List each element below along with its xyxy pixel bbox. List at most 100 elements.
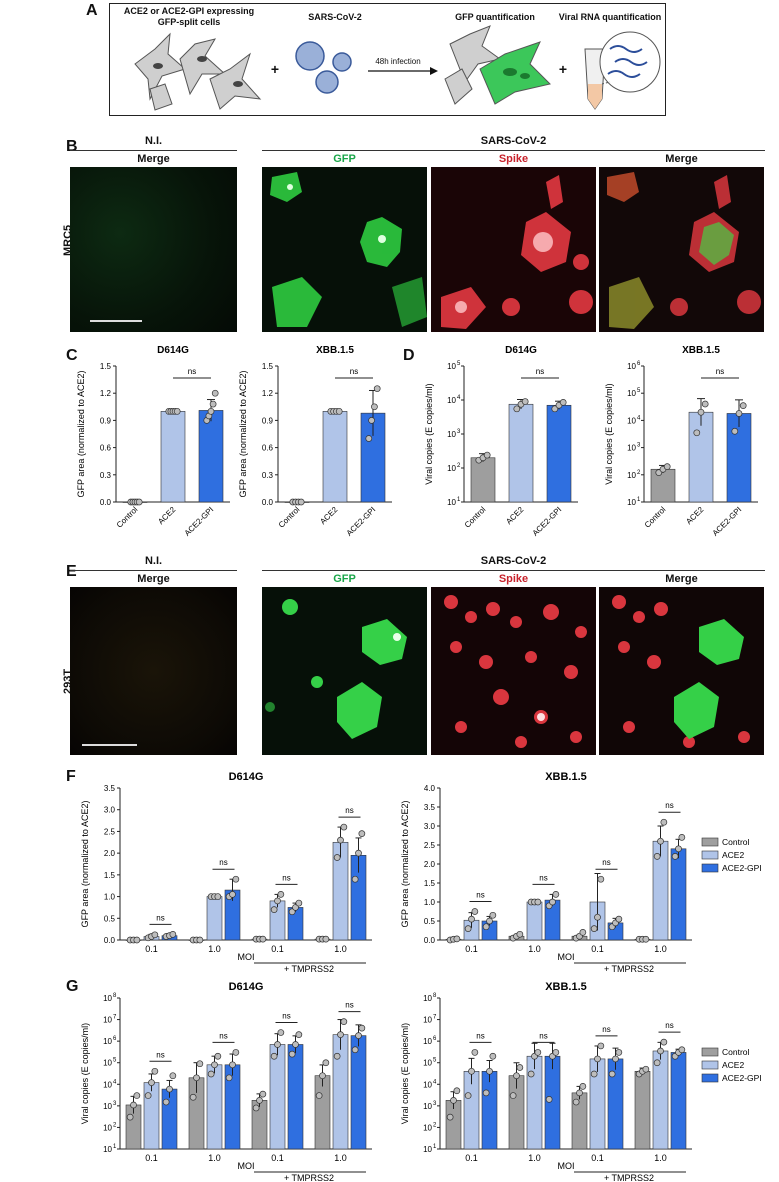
chart-title: D614G <box>229 981 264 993</box>
bar <box>470 457 496 503</box>
data-point <box>274 1041 281 1048</box>
e-spike-header: Spike <box>498 573 529 585</box>
data-point <box>453 1087 461 1095</box>
y-tick-label: 10 <box>103 1037 112 1046</box>
y-tick-label: 0.6 <box>100 444 112 453</box>
data-point <box>559 399 567 406</box>
y-tick-exponent: 1 <box>637 497 641 503</box>
data-point <box>196 1060 204 1068</box>
schema-box <box>109 3 666 116</box>
data-point <box>608 1070 616 1078</box>
y-tick-label: 0.0 <box>424 936 436 945</box>
data-point <box>590 925 598 932</box>
b-gfp-image <box>262 167 427 332</box>
y-tick-label: 10 <box>423 1102 432 1111</box>
data-point <box>351 875 359 883</box>
data-point <box>211 389 219 397</box>
y-tick-exponent: 3 <box>457 429 461 435</box>
y-tick-label: 2.5 <box>424 841 436 850</box>
y-tick-exponent: 1 <box>433 1144 437 1150</box>
y-tick-label: 0.9 <box>100 416 112 425</box>
data-point <box>351 1046 359 1054</box>
b-ni-rule <box>70 150 237 151</box>
y-axis-label: Viral copies (E copies/ml) <box>80 1023 90 1124</box>
chart-title: XBB.1.5 <box>545 981 587 993</box>
data-point <box>292 1041 299 1048</box>
y-tick-label: 10 <box>627 444 636 453</box>
y-tick-label: 1.0 <box>104 893 116 902</box>
data-point <box>270 1052 278 1060</box>
bar <box>161 1088 178 1150</box>
data-point <box>678 834 686 841</box>
y-tick-exponent: 5 <box>637 388 641 394</box>
x-tick-label: ACE2-GPI <box>711 505 744 538</box>
bar <box>688 411 714 503</box>
data-point <box>126 1113 134 1121</box>
data-point <box>579 929 587 936</box>
y-axis-label: GFP area (normalized to ACE2) <box>76 371 86 498</box>
data-point <box>225 1074 233 1082</box>
bar <box>544 1055 561 1150</box>
data-point <box>274 897 281 905</box>
data-point <box>551 405 559 413</box>
b-gfp-header: GFP <box>333 153 356 165</box>
b-sars-rule <box>262 150 765 151</box>
x-axis-label: MOI <box>558 952 575 962</box>
data-point <box>471 1049 479 1056</box>
bar <box>314 1075 331 1150</box>
data-point <box>486 1067 493 1075</box>
data-point <box>297 498 305 506</box>
data-point <box>288 1050 296 1058</box>
y-tick-label: 1.2 <box>262 389 274 398</box>
b-spike-header: Spike <box>498 153 529 165</box>
data-point <box>295 899 303 907</box>
significance-label: ns <box>156 913 164 922</box>
y-tick-label: 10 <box>627 362 636 371</box>
b-merge-image <box>599 167 764 332</box>
data-point <box>189 1093 197 1101</box>
x-group-label: 1.0 <box>528 944 541 954</box>
data-point <box>594 913 601 921</box>
tmprss2-label: + TMPRSS2 <box>604 964 654 973</box>
data-point <box>572 1098 580 1106</box>
data-point <box>166 1085 173 1093</box>
y-tick-exponent: 3 <box>113 1101 117 1107</box>
data-point <box>277 891 285 898</box>
data-point <box>513 1072 520 1080</box>
x-group-label: 0.1 <box>465 1153 478 1163</box>
data-point <box>660 818 668 826</box>
y-tick-label: 10 <box>447 464 456 473</box>
x-group-label: 0.1 <box>591 1153 604 1163</box>
significance-label: ns <box>665 801 673 810</box>
y-tick-exponent: 4 <box>637 415 641 421</box>
chart-title: XBB.1.5 <box>545 771 587 783</box>
chart-f-xbb: XBB.1.5 0.0 0.5 1.0 1.5 2.0 2.5 3.0 3.5 4.0 GFP ar… <box>400 771 692 973</box>
y-tick-exponent: 1 <box>113 1144 117 1150</box>
panel-letter-c: C <box>66 347 78 364</box>
data-point <box>663 463 671 470</box>
data-point <box>340 1018 348 1026</box>
b-sars-header: SARS-CoV-2 <box>480 135 547 147</box>
data-point <box>739 402 747 409</box>
data-point <box>373 385 381 393</box>
data-point <box>193 1074 200 1082</box>
x-tick-label: ACE2-GPI <box>183 505 216 538</box>
data-point <box>207 407 215 415</box>
y-tick-label: 0.3 <box>100 471 112 480</box>
data-point <box>365 435 373 442</box>
legend-label: ACE2 <box>722 850 744 860</box>
data-point <box>615 915 623 923</box>
data-point <box>693 429 701 437</box>
data-point <box>229 891 236 898</box>
y-tick-label: 10 <box>103 1145 112 1154</box>
e-sars-header: SARS-CoV-2 <box>480 555 547 567</box>
x-tick-label: Control <box>277 505 302 530</box>
data-point <box>256 1097 263 1104</box>
data-point <box>232 1049 240 1056</box>
data-point <box>534 898 542 906</box>
significance-label: ns <box>476 1031 484 1040</box>
y-tick-label: 10 <box>103 1102 112 1111</box>
scale-bar <box>90 320 142 322</box>
y-axis-label: Viral copies (E copies/ml) <box>604 383 614 484</box>
y-tick-exponent: 4 <box>113 1079 117 1085</box>
